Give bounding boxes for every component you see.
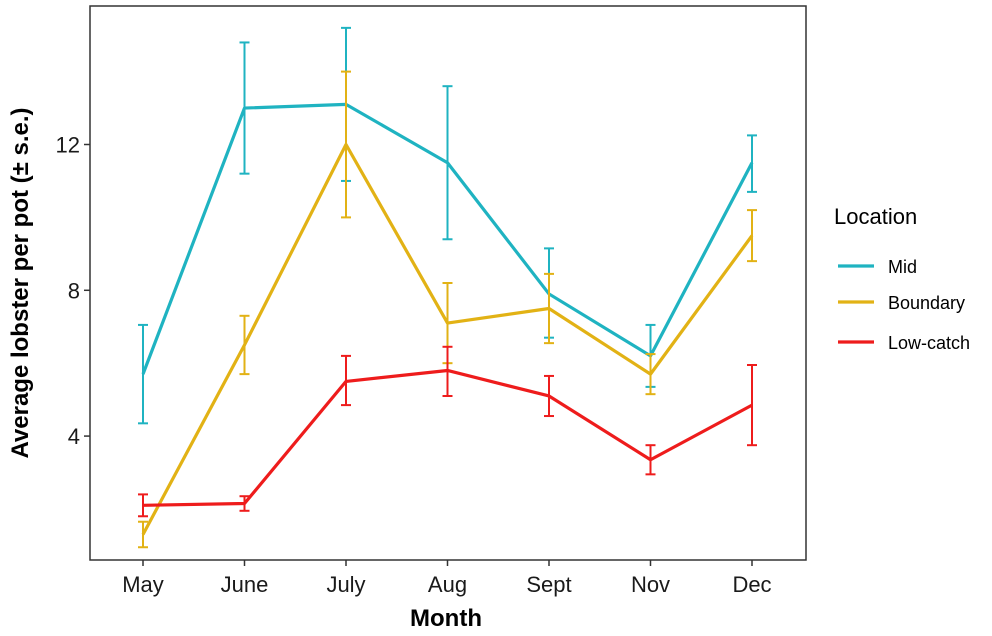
line-low-catch — [142, 368, 753, 507]
x-tick-label: June — [221, 572, 269, 597]
y-tick-label: 12 — [56, 133, 80, 158]
legend-label: Mid — [888, 257, 917, 277]
y-tick-label: 4 — [68, 424, 80, 449]
legend-item-boundary: Boundary — [838, 293, 965, 313]
x-axis-title: Month — [410, 605, 482, 632]
legend-item-mid: Mid — [838, 257, 917, 277]
legend-label: Low-catch — [888, 333, 970, 353]
x-tick-label: Nov — [631, 572, 670, 597]
x-tick-label: Dec — [732, 572, 771, 597]
x-tick-label: Aug — [428, 572, 467, 597]
series-low-catch — [138, 345, 757, 518]
series-layer — [138, 26, 757, 549]
legend-title: Location — [834, 204, 917, 229]
line-boundary — [141, 142, 754, 536]
x-tick-label: July — [326, 572, 365, 597]
y-axis-title: Average lobster per pot (± s.e.) — [7, 107, 34, 458]
x-tick-label: May — [122, 572, 164, 597]
y-tick-label: 8 — [68, 278, 80, 303]
legend-label: Boundary — [888, 293, 965, 313]
legend-item-low-catch: Low-catch — [838, 333, 970, 353]
error-bar-low-catch — [138, 493, 148, 518]
x-axis: May June July Aug Sept Nov Dec — [122, 560, 772, 597]
legend: Location Mid Boundary Low-catch — [834, 204, 970, 353]
x-tick-label: Sept — [526, 572, 571, 597]
y-axis: 4 8 12 — [56, 133, 90, 449]
